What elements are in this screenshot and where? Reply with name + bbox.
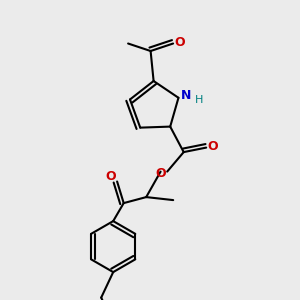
Text: O: O: [208, 140, 218, 153]
Text: H: H: [195, 95, 203, 105]
Text: N: N: [181, 89, 191, 102]
Text: O: O: [155, 167, 166, 180]
Text: O: O: [174, 36, 185, 49]
Text: O: O: [106, 169, 116, 183]
